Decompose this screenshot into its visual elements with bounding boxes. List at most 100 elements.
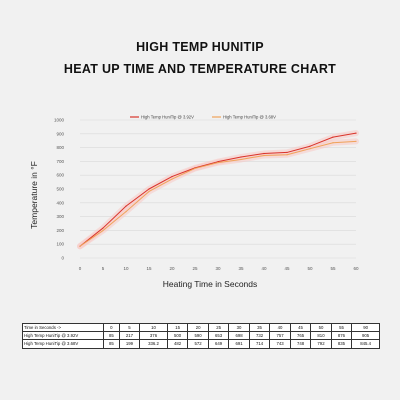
table-cell: 743 xyxy=(269,339,291,349)
table-cell: 691 xyxy=(228,339,250,349)
table-cell: 85 xyxy=(103,339,120,349)
y-tick-label: 700 xyxy=(56,159,64,164)
chart-title-line-2: HEAT UP TIME AND TEMPERATURE CHART xyxy=(63,62,337,76)
x-tick-label: 40 xyxy=(261,266,267,271)
x-axis-label: Heating Time in Seconds xyxy=(163,279,258,289)
x-tick-label: 5 xyxy=(102,266,105,271)
x-tick-label: 15 xyxy=(146,266,152,271)
data-point xyxy=(102,227,104,229)
data-point xyxy=(102,229,104,232)
table-row: High Temp HuniTip @ 3.92V 85 217 376 500 590 6… xyxy=(22,331,380,341)
table-cell: 5 xyxy=(118,322,141,333)
table-cell: 336.2 xyxy=(139,339,168,349)
data-point xyxy=(148,188,150,190)
table-row: High Temp HuniTip @ 3.68V 85 199 336.2 482 57… xyxy=(22,339,380,349)
table-cell: 792 xyxy=(310,339,332,349)
table-cell: 905 xyxy=(351,331,380,341)
table-cell: 590 xyxy=(187,331,209,341)
table-cell: 572 xyxy=(187,339,209,349)
data-point xyxy=(332,136,334,138)
line-chart: 0 100 200 300 400 500 600 700 800 900 1000 0 5 10 15 2… xyxy=(29,115,359,289)
table-cell: 500 xyxy=(166,331,189,341)
data-point xyxy=(286,154,288,156)
table-cell: 649 xyxy=(207,339,230,349)
x-tick-label: 55 xyxy=(330,266,336,271)
y-tick-label: 200 xyxy=(56,228,64,233)
y-tick-label: 0 xyxy=(61,256,64,261)
table-cell: 10 xyxy=(139,322,168,333)
table-header-row: Time in Seconds -> 0 5 10 15 20 25 30 35 40 45 50 55… xyxy=(22,322,380,333)
x-tick-labels: 0 5 10 15 20 25 30 35 40 45 50 55 60 xyxy=(79,266,359,271)
data-point xyxy=(194,167,196,170)
data-point xyxy=(286,151,288,154)
table-cell: 85 xyxy=(103,331,120,341)
legend-label: High Temp HuniTip @ 3.92V xyxy=(141,115,194,120)
table-cell: 30 xyxy=(228,322,250,333)
table-cell: 876 xyxy=(330,331,353,341)
gridlines xyxy=(80,119,356,259)
data-point xyxy=(171,175,173,178)
y-tick-label: 1000 xyxy=(54,118,65,123)
table-cell: 45 xyxy=(289,322,312,333)
data-point xyxy=(309,148,311,150)
legend: High Temp HuniTip @ 3.92V High Temp HuniT… xyxy=(130,115,276,120)
table-cell: 50 xyxy=(310,322,332,333)
data-point xyxy=(171,178,173,180)
y-tick-label: 900 xyxy=(56,131,64,136)
data-point xyxy=(263,154,265,157)
data-point xyxy=(240,158,242,161)
data-point xyxy=(309,145,311,147)
y-tick-label: 400 xyxy=(56,200,64,205)
table-cell: 376 xyxy=(139,331,168,341)
x-tick-label: 60 xyxy=(353,266,359,271)
legend-label: High Temp HuniTip @ 3.68V xyxy=(223,115,276,120)
table-cell: 835 xyxy=(330,339,353,349)
data-point xyxy=(125,205,127,207)
series-lines xyxy=(77,130,359,250)
x-tick-label: 10 xyxy=(123,266,129,271)
data-point xyxy=(217,161,219,163)
table-cell: 653 xyxy=(207,331,230,341)
chart-title-line-1: HIGH TEMP HUNITIP xyxy=(136,40,264,54)
table-row-label: High Temp HuniTip @ 3.92V xyxy=(22,331,104,341)
x-tick-label: 25 xyxy=(192,266,198,271)
table-cell: 15 xyxy=(166,322,189,333)
y-tick-label: 600 xyxy=(56,173,64,178)
table-cell: 0 xyxy=(103,322,120,333)
data-point xyxy=(355,140,357,142)
table-cell: 482 xyxy=(166,339,189,349)
y-tick-label: 100 xyxy=(56,242,64,247)
table-cell: 25 xyxy=(207,322,230,333)
x-tick-label: 50 xyxy=(307,266,313,271)
data-point xyxy=(263,152,265,155)
table-cell: 732 xyxy=(248,331,271,341)
y-tick-label: 800 xyxy=(56,145,64,150)
y-axis-label: Temperature in °F xyxy=(29,161,39,229)
table-cell: 845.4 xyxy=(351,339,380,349)
y-tick-label: 300 xyxy=(56,214,64,219)
table-cell: 20 xyxy=(187,322,209,333)
table-cell: 765 xyxy=(289,331,312,341)
data-point xyxy=(148,190,150,193)
data-table: Time in Seconds -> 0 5 10 15 20 25 30 35 40 45 50 55… xyxy=(22,322,380,349)
data-point xyxy=(125,211,127,213)
x-tick-label: 30 xyxy=(215,266,221,271)
x-tick-label: 20 xyxy=(169,266,175,271)
data-point xyxy=(217,162,219,164)
data-point xyxy=(355,132,357,134)
table-row-label: High Temp HuniTip @ 3.68V xyxy=(22,339,104,349)
data-point xyxy=(240,156,242,158)
table-cell: 757 xyxy=(269,331,291,341)
y-tick-label: 500 xyxy=(56,187,64,192)
table-cell: 199 xyxy=(118,339,141,349)
table-cell: 714 xyxy=(248,339,271,349)
table-cell: 698 xyxy=(228,331,250,341)
table-cell: 810 xyxy=(310,331,332,341)
x-tick-label: 45 xyxy=(284,266,290,271)
data-point xyxy=(332,142,334,144)
table-cell: 748 xyxy=(289,339,312,349)
table-cell: 55 xyxy=(330,322,353,333)
table-cell: 40 xyxy=(269,322,291,333)
data-point xyxy=(79,245,81,247)
y-tick-labels: 0 100 200 300 400 500 600 700 800 900 1000 xyxy=(54,118,65,261)
